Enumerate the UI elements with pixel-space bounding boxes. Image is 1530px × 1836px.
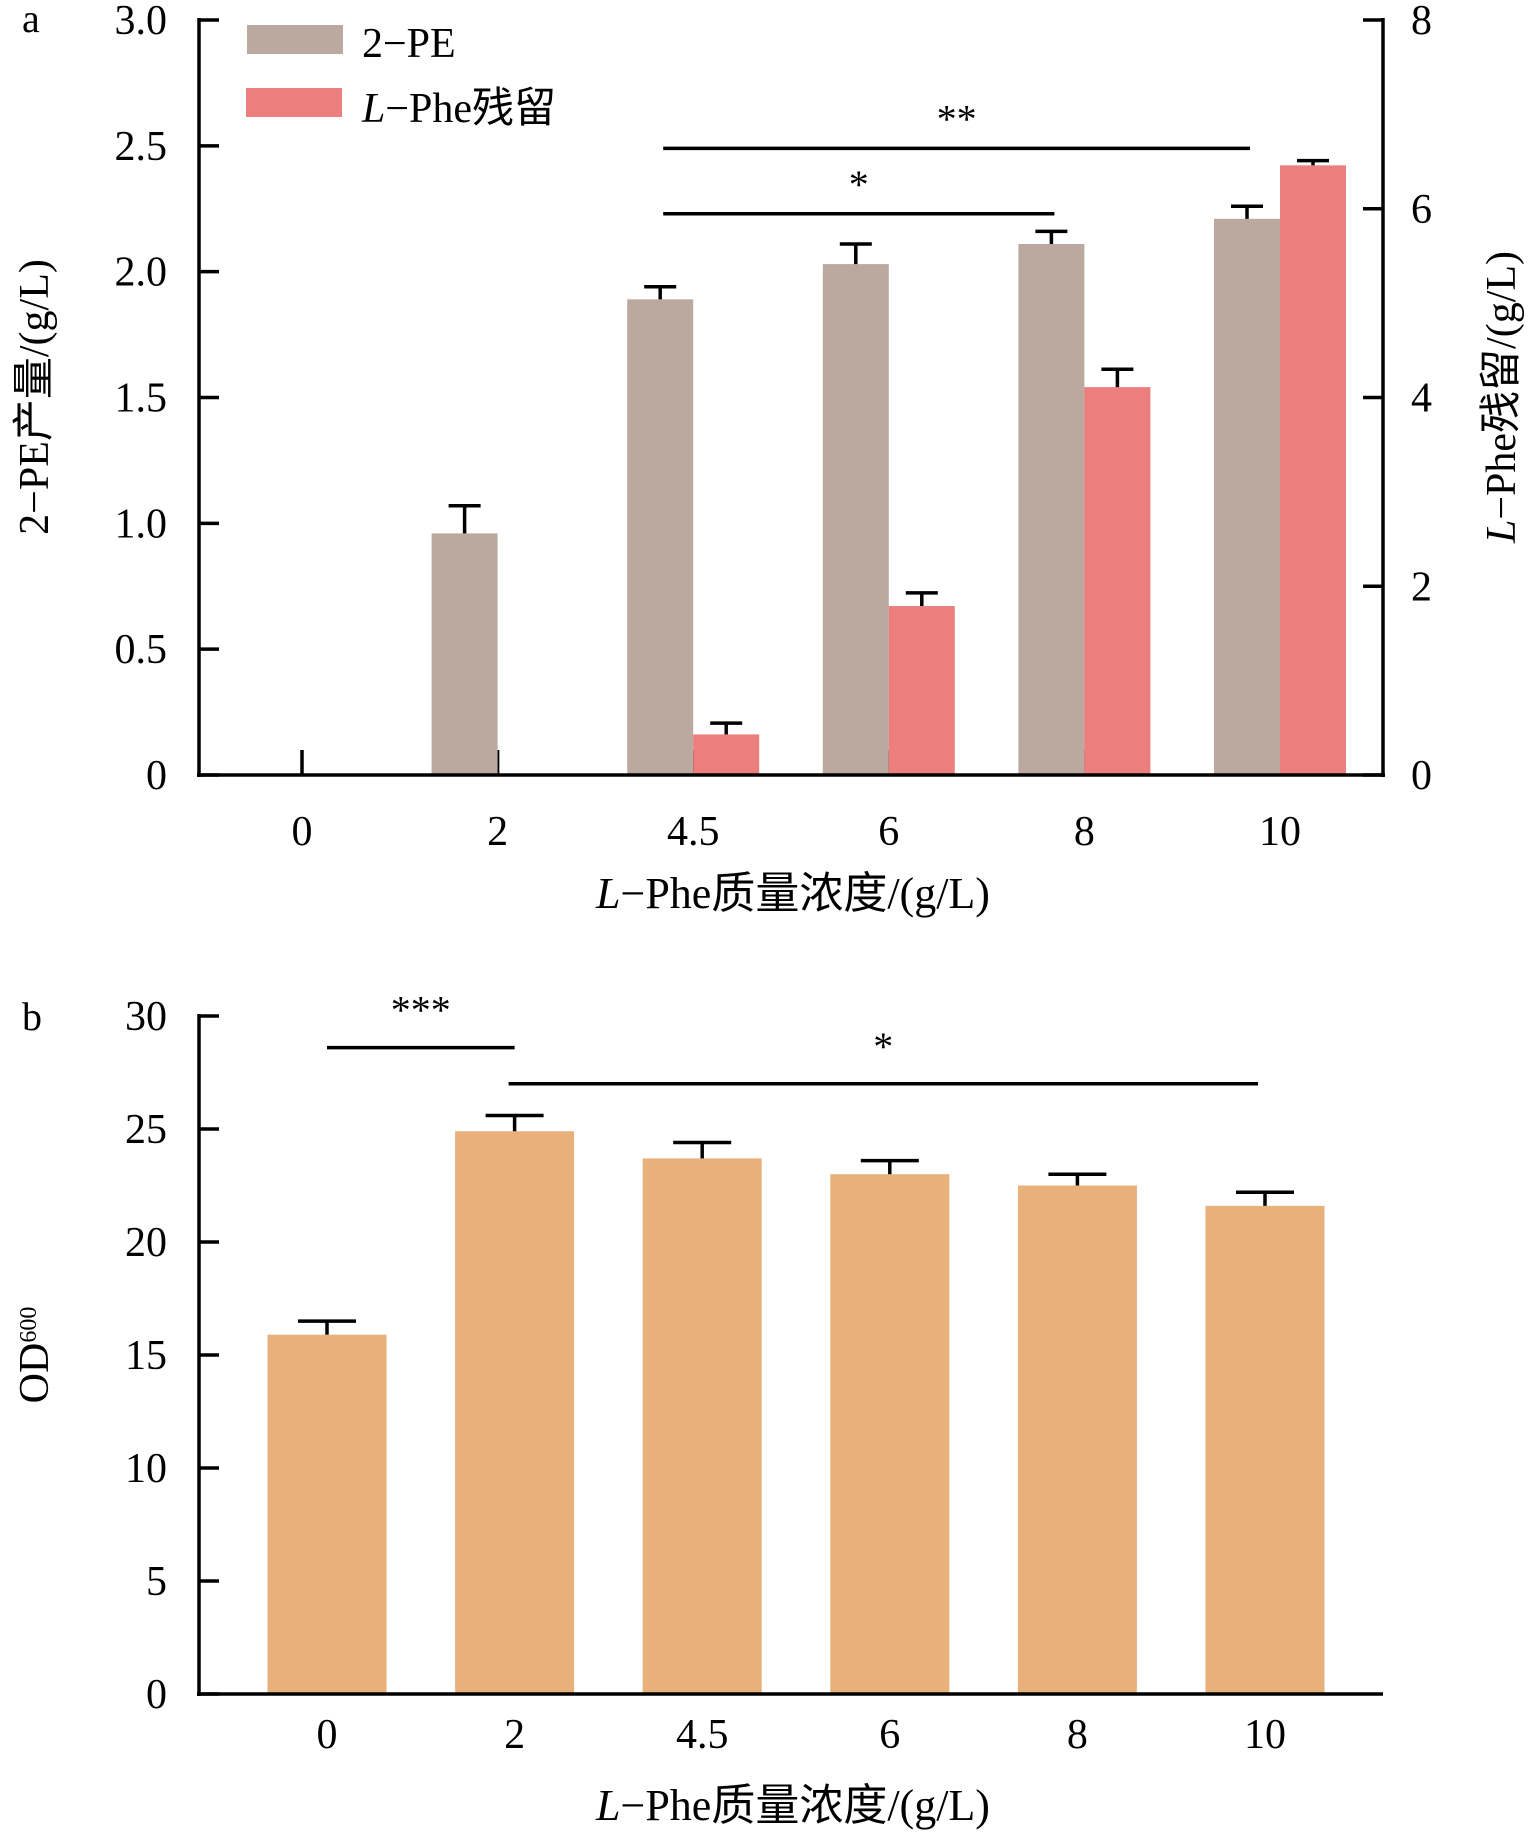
y-tick-label-left: 1.5 <box>115 376 168 422</box>
x-axis-label-a-italic: L <box>595 869 620 918</box>
y-tick-label: 25 <box>125 1107 167 1153</box>
x-tick-label: 10 <box>1244 1712 1286 1758</box>
y-tick-label-right: 6 <box>1411 187 1432 233</box>
legend-label-2pe: 2−PE <box>362 21 456 67</box>
x-axis-label-a: L−Phe质量浓度/(g/L) <box>595 869 990 918</box>
bar-2pe <box>627 299 694 775</box>
y-tick-label-left: 1.0 <box>115 501 168 547</box>
y-tick-label-right: 4 <box>1411 376 1432 422</box>
x-tick-label: 8 <box>1074 809 1095 855</box>
y-axis-label-b-sub: 600 <box>16 1307 42 1343</box>
bar-od600 <box>1205 1205 1325 1694</box>
y-axis-label-left: 2−PE产量/(g/L) <box>12 259 58 535</box>
bar-2pe <box>1018 243 1085 775</box>
x-tick-label: 4.5 <box>667 809 720 855</box>
x-tick-label: 2 <box>504 1712 525 1758</box>
bar-lphe <box>693 734 760 775</box>
x-tick-label: 4.5 <box>676 1712 729 1758</box>
y-axis-label-b: OD600 <box>12 1307 58 1404</box>
bar-od600 <box>642 1158 762 1694</box>
y-tick-label-left: 2.5 <box>115 124 168 170</box>
y-tick-label: 5 <box>146 1559 167 1605</box>
x-tick-label: 0 <box>317 1712 338 1758</box>
x-axis-label-b-rest: −Phe质量浓度/(g/L) <box>621 1781 990 1830</box>
bar-2pe <box>431 533 498 775</box>
y-axis-ticks-right: 0 2 4 6 8 <box>1363 0 1432 799</box>
panel-label-a: a <box>22 0 40 41</box>
significance-brackets: *** <box>663 96 1250 216</box>
x-tick-label: 2 <box>487 809 508 855</box>
y-tick-label-left: 0 <box>146 753 167 799</box>
bar-od600 <box>455 1131 575 1694</box>
significance-label: * <box>849 162 869 207</box>
y-axis-label-b-main: OD <box>12 1343 58 1404</box>
y-axis-ticks: 0 5 10 15 20 25 30 <box>125 994 219 1718</box>
y-tick-label-right: 2 <box>1411 564 1432 610</box>
x-tick-label: 10 <box>1259 809 1301 855</box>
significance-label: * <box>873 1024 893 1069</box>
bars <box>431 158 1346 776</box>
y-tick-label-left: 2.0 <box>115 250 168 296</box>
y-tick-label-left: 3.0 <box>115 0 168 44</box>
x-tick-label: 6 <box>879 1712 900 1758</box>
y-axis-ticks-left: 0 0.5 1.0 1.5 2.0 2.5 3.0 <box>115 0 219 799</box>
bar-od600 <box>267 1334 387 1694</box>
legend-label-lphe: L−Phe残留 <box>361 86 556 132</box>
y-tick-label-left: 0.5 <box>115 627 168 673</box>
legend-label-lphe-italic: L <box>361 86 385 132</box>
x-axis-label-a-rest: −Phe质量浓度/(g/L) <box>621 869 990 918</box>
x-tick-label: 8 <box>1067 1712 1088 1758</box>
axes <box>197 18 1385 777</box>
significance-label: ** <box>937 96 977 141</box>
y-tick-label: 20 <box>125 1220 167 1266</box>
x-axis-label-b-italic: L <box>595 1781 620 1830</box>
x-axis-ticks: 0 2 4.5 6 8 10 <box>317 1674 1286 1758</box>
y-tick-label-right: 8 <box>1411 0 1432 44</box>
legend-swatch-2pe <box>247 25 343 54</box>
bar-2pe <box>1214 218 1280 776</box>
y-tick-label: 30 <box>125 994 167 1040</box>
y-axis-label-right-rest: −Phe残留/(g/L) <box>1479 251 1525 520</box>
significance-label: *** <box>391 988 451 1033</box>
bar-lphe <box>1280 165 1346 775</box>
y-tick-label: 15 <box>125 1333 167 1379</box>
bar-od600 <box>1017 1185 1137 1694</box>
bar-lphe <box>888 606 955 775</box>
bars <box>267 1113 1325 1694</box>
legend: 2−PE L−Phe残留 <box>246 21 556 132</box>
y-axis-label-right-italic: L <box>1479 520 1525 544</box>
axes <box>197 1014 1383 1696</box>
y-tick-label: 10 <box>125 1446 167 1492</box>
x-axis-ticks: 0 2 4.5 6 8 10 <box>292 750 1301 855</box>
bar-od600 <box>830 1174 950 1694</box>
panel-label-b: b <box>22 994 42 1039</box>
significance-brackets: **** <box>327 988 1258 1086</box>
y-tick-label: 0 <box>146 1672 167 1718</box>
x-tick-label: 0 <box>292 809 313 855</box>
y-axis-label-right: L−Phe残留/(g/L) <box>1479 251 1525 544</box>
y-tick-label-right: 0 <box>1411 753 1432 799</box>
x-tick-label: 6 <box>878 809 899 855</box>
bar-2pe <box>822 264 889 775</box>
bar-lphe <box>1084 387 1151 775</box>
x-axis-label-b: L−Phe质量浓度/(g/L) <box>595 1781 990 1830</box>
legend-swatch-lphe <box>246 88 342 117</box>
legend-label-lphe-rest: −Phe残留 <box>385 86 556 132</box>
